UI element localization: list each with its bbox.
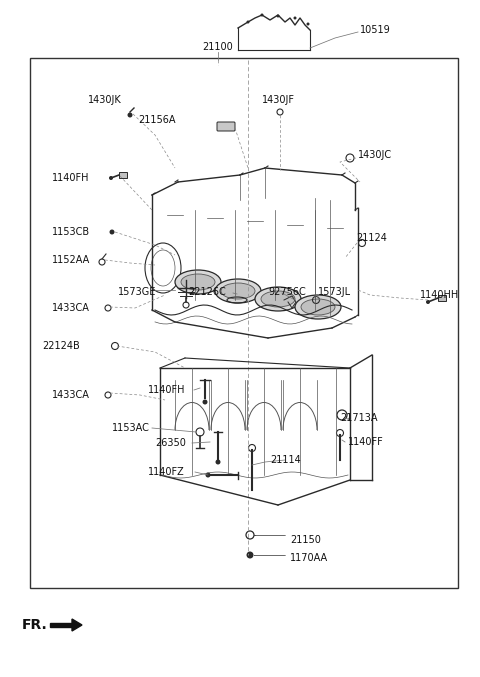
Text: 1573JL: 1573JL	[318, 287, 351, 297]
Text: 1430JK: 1430JK	[88, 95, 122, 105]
Text: 26350: 26350	[155, 438, 186, 448]
Text: 21150: 21150	[290, 535, 321, 545]
Bar	[438, 295, 446, 301]
Text: 1433CA: 1433CA	[52, 390, 90, 400]
Text: 1573GE: 1573GE	[118, 287, 156, 297]
Text: 21156A: 21156A	[138, 115, 176, 125]
Text: 92756C: 92756C	[268, 287, 306, 297]
Text: 1140FH: 1140FH	[52, 173, 89, 183]
Bar	[119, 172, 127, 178]
Ellipse shape	[255, 287, 301, 311]
Text: 1433CA: 1433CA	[52, 303, 90, 313]
FancyBboxPatch shape	[217, 122, 235, 131]
Ellipse shape	[301, 299, 335, 315]
Circle shape	[109, 176, 113, 180]
Ellipse shape	[215, 279, 261, 303]
Ellipse shape	[181, 274, 215, 290]
Circle shape	[203, 399, 207, 404]
Text: 1140FH: 1140FH	[148, 385, 185, 395]
Circle shape	[293, 16, 297, 20]
Circle shape	[109, 230, 115, 234]
Text: 1430JF: 1430JF	[262, 95, 295, 105]
Circle shape	[216, 460, 220, 464]
Text: 22124B: 22124B	[42, 341, 80, 351]
Text: 21100: 21100	[203, 42, 233, 52]
Text: 22126C: 22126C	[188, 287, 226, 297]
Circle shape	[276, 14, 279, 18]
Circle shape	[261, 14, 264, 16]
Ellipse shape	[261, 291, 295, 307]
Ellipse shape	[175, 270, 221, 294]
Text: 1170AA: 1170AA	[290, 553, 328, 563]
Circle shape	[128, 112, 132, 118]
Polygon shape	[72, 619, 82, 631]
Text: FR.: FR.	[22, 618, 48, 632]
Text: 21114: 21114	[270, 455, 301, 465]
Text: 1140HH: 1140HH	[420, 290, 459, 300]
Text: 1153AC: 1153AC	[112, 423, 150, 433]
Text: 21124: 21124	[356, 233, 387, 243]
Text: 1152AA: 1152AA	[52, 255, 90, 265]
Text: 1430JC: 1430JC	[358, 150, 392, 160]
Circle shape	[307, 22, 310, 26]
Polygon shape	[50, 623, 74, 627]
Circle shape	[247, 552, 253, 559]
Ellipse shape	[221, 283, 255, 299]
Circle shape	[205, 473, 211, 477]
Text: 1153CB: 1153CB	[52, 227, 90, 237]
Circle shape	[247, 20, 250, 24]
Circle shape	[426, 300, 430, 304]
Ellipse shape	[295, 295, 341, 319]
Text: 10519: 10519	[360, 25, 391, 35]
Text: 1140FZ: 1140FZ	[148, 467, 185, 477]
Text: 21713A: 21713A	[340, 413, 377, 423]
Bar	[30, 58, 458, 588]
Text: 1140FF: 1140FF	[348, 437, 384, 447]
